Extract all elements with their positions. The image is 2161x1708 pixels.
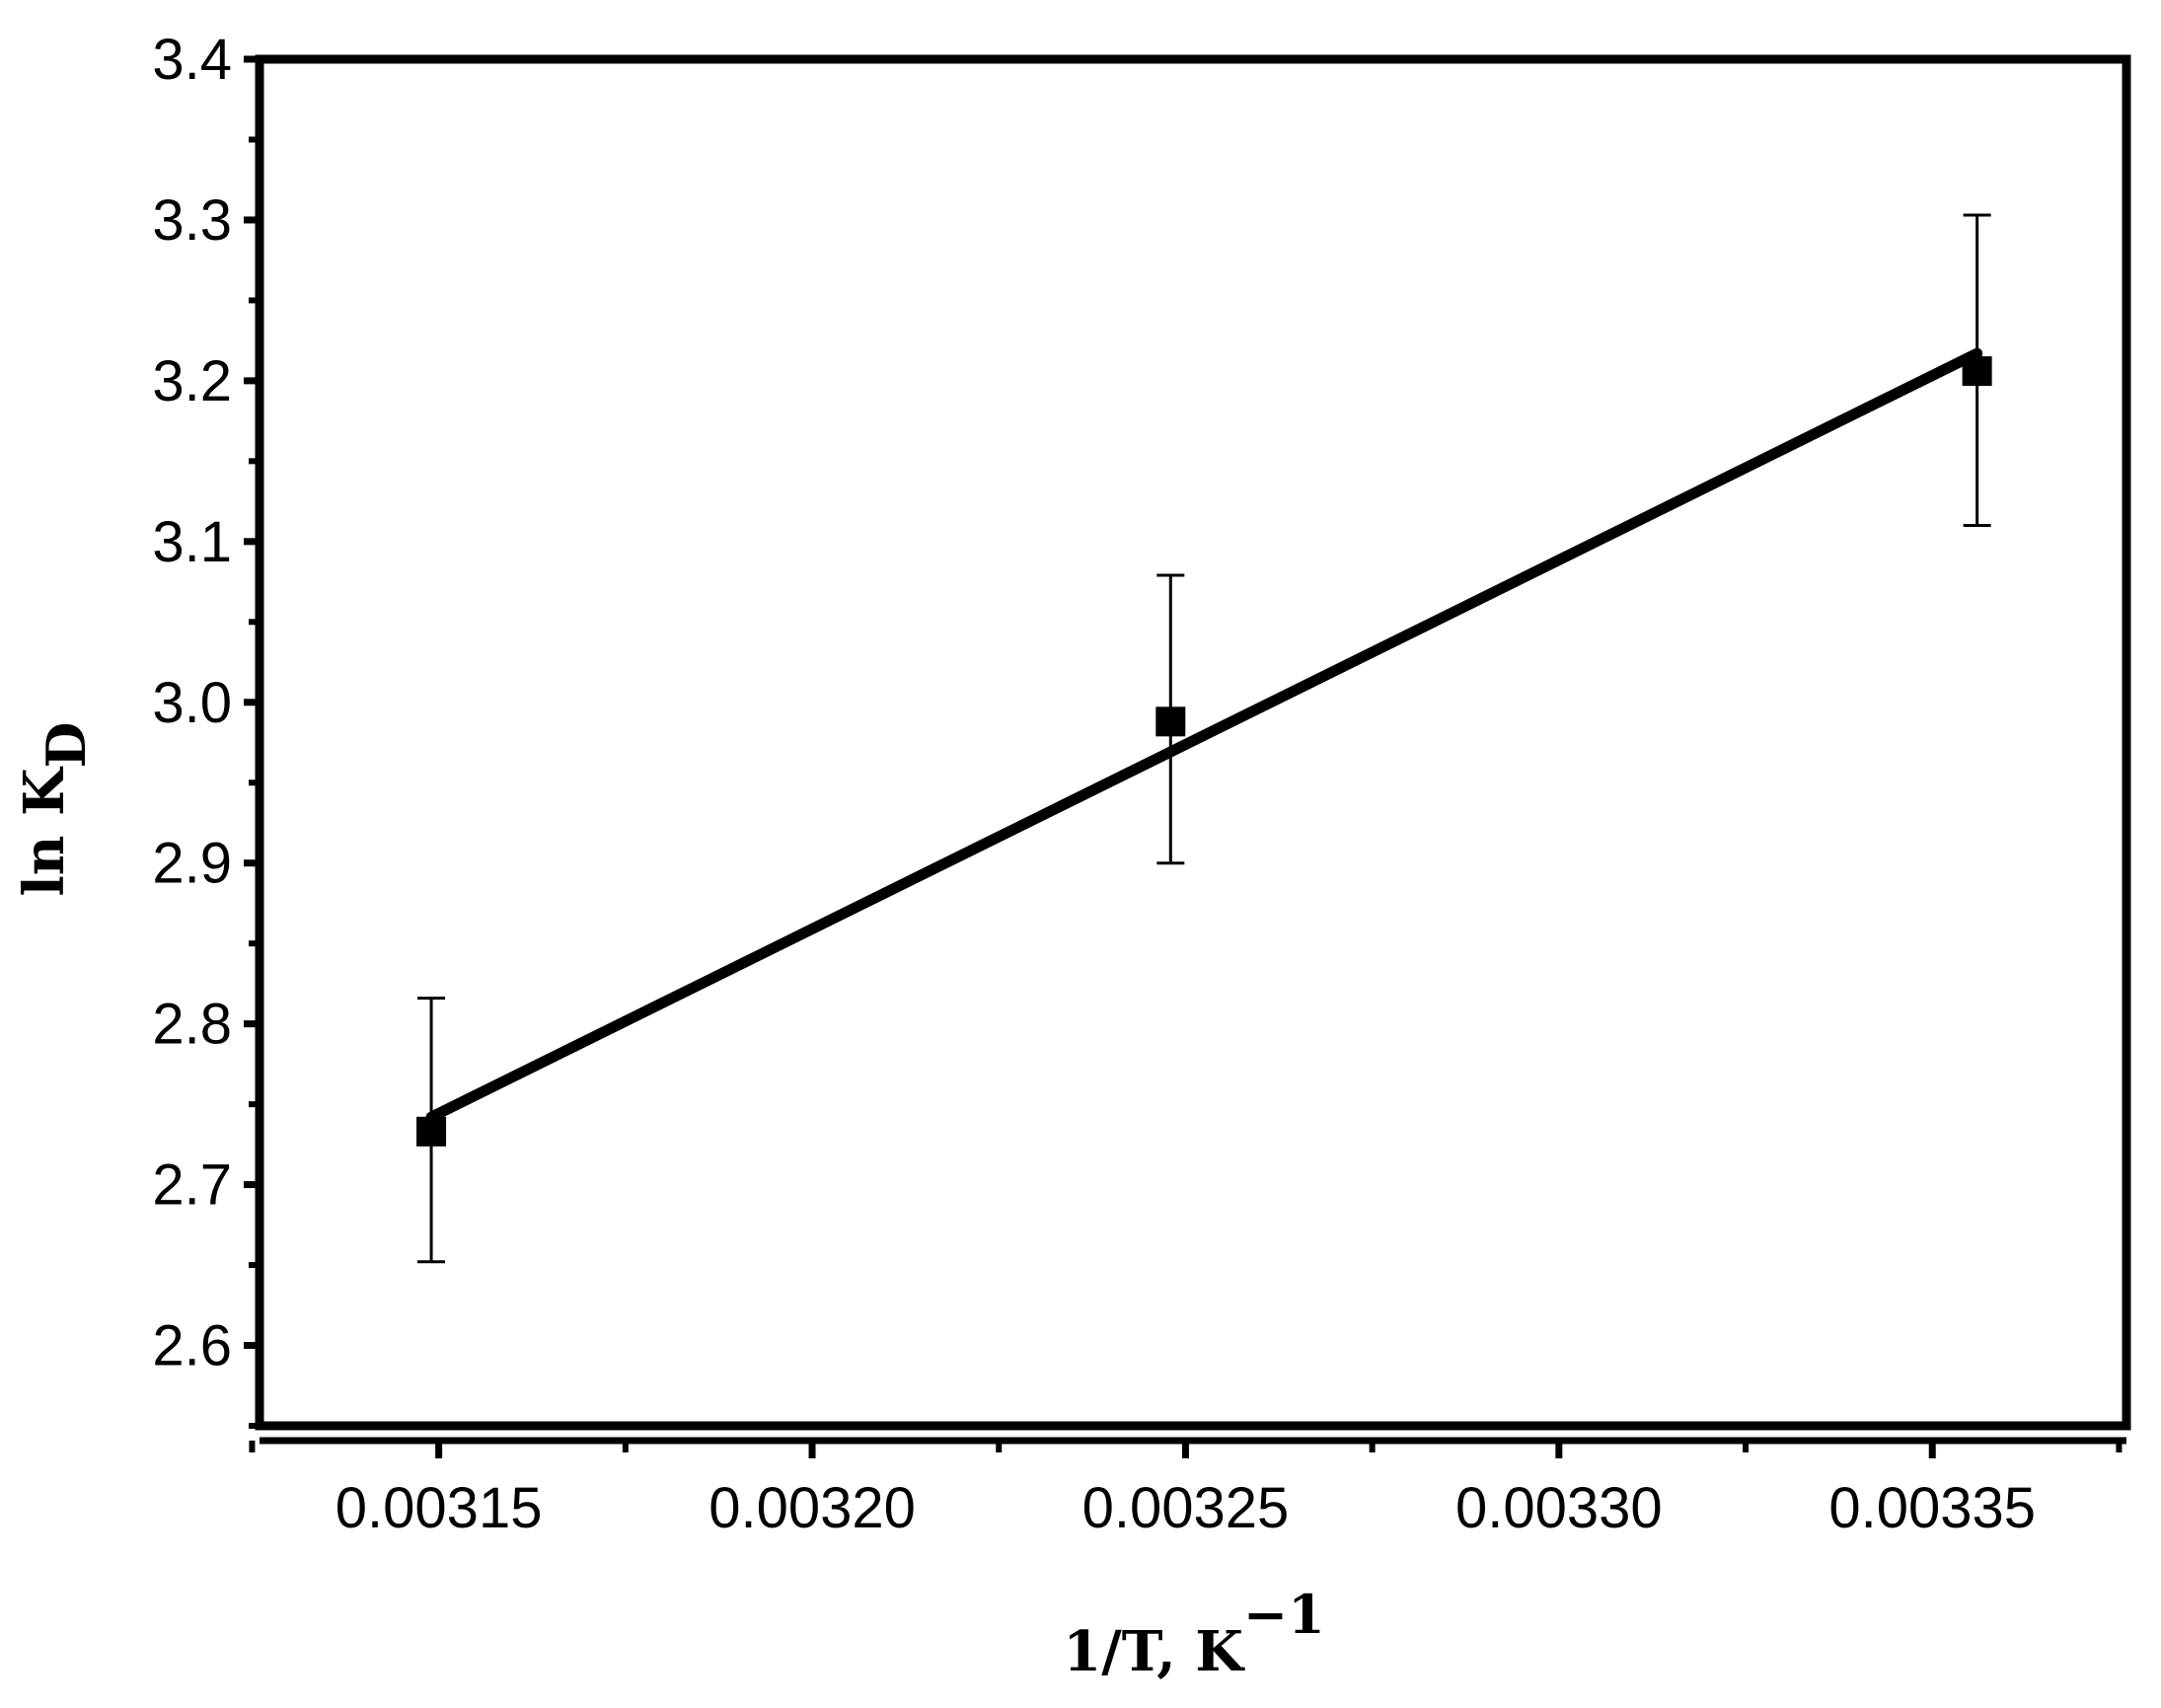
y-axis-title: ln KD bbox=[12, 722, 98, 897]
y-tick-label: 2.8 bbox=[152, 993, 232, 1057]
y-tick-label: 3.3 bbox=[152, 188, 232, 253]
fit-line bbox=[425, 347, 1983, 1123]
y-tick-label: 3.4 bbox=[152, 28, 232, 92]
data-point-marker bbox=[1962, 356, 1992, 387]
y-axis-ticks: 2.6 2.7 2.8 2.9 3.0 3.1 3.2 3.3 3.4 bbox=[152, 28, 260, 1429]
y-tick-label: 3.0 bbox=[152, 671, 232, 735]
y-tick-label: 3.2 bbox=[152, 349, 232, 413]
y-axis-title-text: ln K bbox=[12, 766, 77, 896]
y-tick-label: 3.1 bbox=[152, 510, 232, 574]
y-tick-label: 2.7 bbox=[152, 1153, 232, 1218]
x-axis-title-text: 1/T, K bbox=[1063, 1619, 1245, 1684]
x-axis-title-superscript: −1 bbox=[1243, 1583, 1325, 1646]
x-tick-label: 0.00325 bbox=[1082, 1476, 1290, 1540]
x-tick-label: 0.00315 bbox=[335, 1476, 543, 1540]
x-tick-label: 0.00330 bbox=[1455, 1476, 1663, 1540]
y-axis-title-subscript: D bbox=[35, 722, 98, 769]
plot-area-frame bbox=[255, 54, 2131, 1431]
x-axis-title: 1/T, K−1 bbox=[1063, 1583, 1324, 1684]
x-tick-label: 0.00320 bbox=[708, 1476, 916, 1540]
plot-layer bbox=[416, 213, 1992, 1264]
data-point-marker bbox=[416, 1116, 447, 1147]
y-tick-label: 2.9 bbox=[152, 832, 232, 896]
x-tick-label: 0.00335 bbox=[1828, 1476, 2036, 1540]
x-axis-ticks: 0.00315 0.00320 0.00325 0.00330 0.00335 bbox=[249, 1437, 2126, 1540]
y-tick-label: 2.6 bbox=[152, 1314, 232, 1378]
data-point-marker bbox=[1155, 706, 1186, 737]
